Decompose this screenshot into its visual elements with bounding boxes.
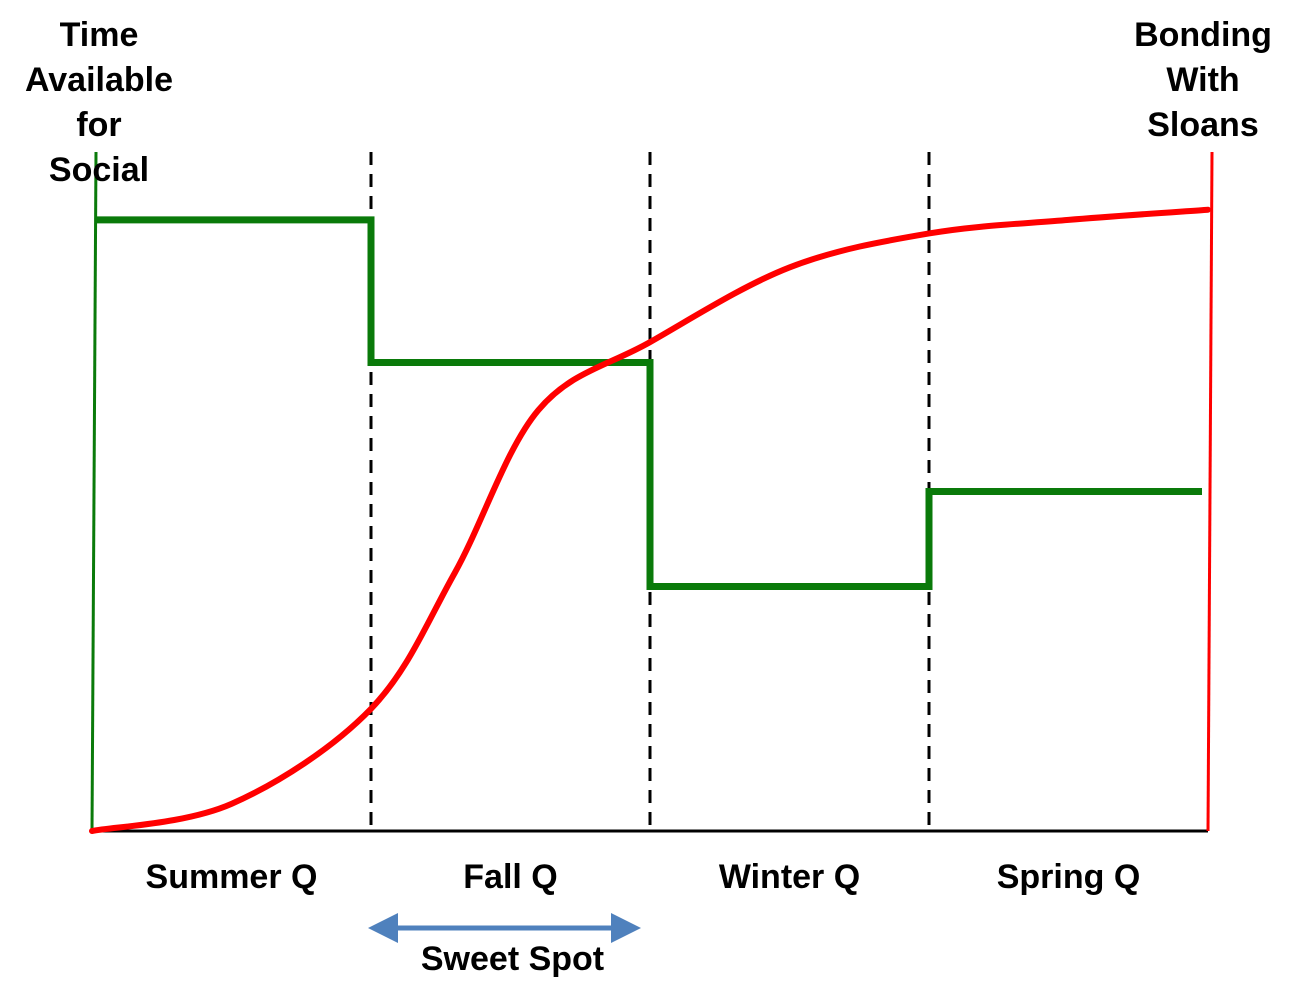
sweet-spot-label: Sweet Spot (421, 940, 604, 978)
series-time-available-for-social (96, 216, 1202, 591)
series-bonding-with-sloans (89, 206, 1211, 834)
quarter-label: Winter Q (719, 858, 860, 896)
right-label-line: With (1166, 61, 1239, 99)
quarter-label: Spring Q (997, 858, 1141, 896)
left-label-line: Social (49, 151, 149, 189)
right-label-line: Sloans (1147, 106, 1258, 144)
right-label-line: Bonding (1134, 16, 1272, 54)
left-label-line: Available (25, 61, 173, 99)
right-axis-label: Bonding With Sloans (1134, 16, 1272, 144)
left-label-line: Time (60, 16, 139, 54)
left-axis-label: Time Available for Social (25, 16, 173, 189)
left-label-line: for (76, 106, 121, 144)
quarter-labels: Summer Q Fall Q Winter Q Spring Q (146, 858, 1141, 896)
left-y-axis (90, 151, 98, 832)
right-y-axis (1206, 151, 1214, 832)
quarter-label: Fall Q (463, 858, 557, 896)
quarter-label: Summer Q (146, 858, 318, 896)
